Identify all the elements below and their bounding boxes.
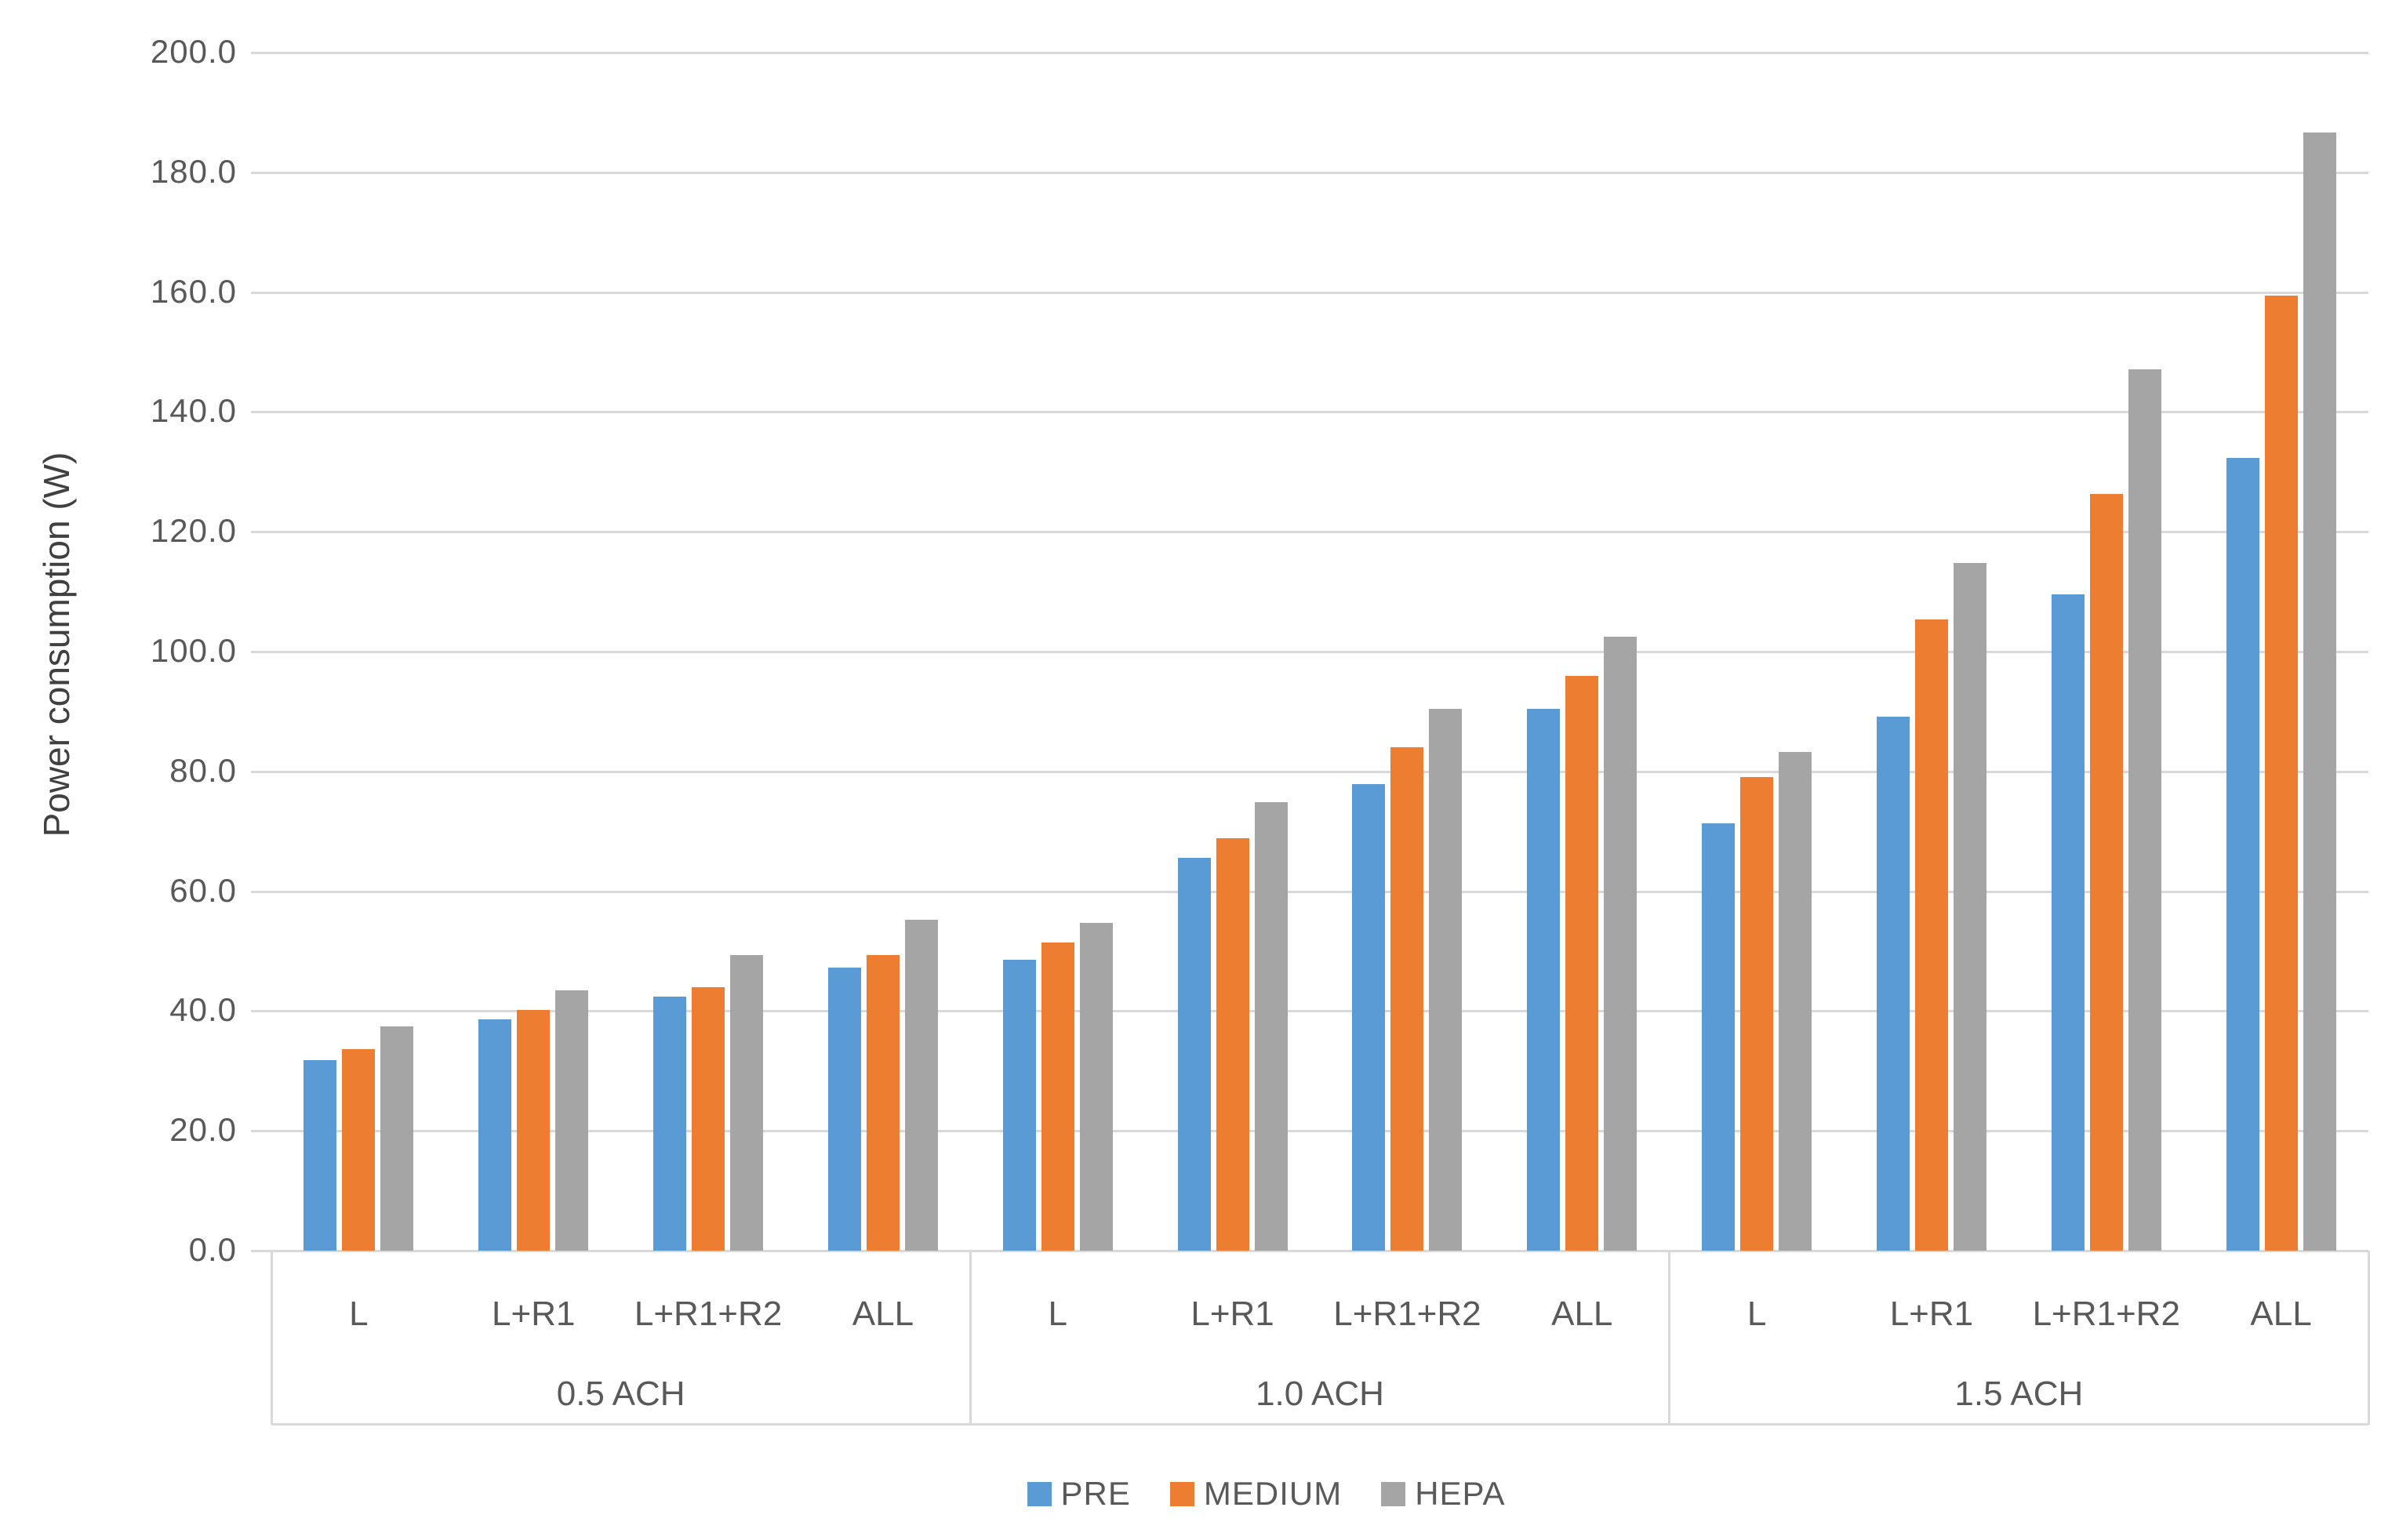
bar-pre-1-5-ach-l-r1-r2 [2051,594,2085,1251]
section-label-1-0-ach: 1.0 ACH [1256,1375,1384,1413]
gridline-140.0 [251,411,2368,414]
legend-swatch-pre [1027,1481,1052,1506]
y-tick-label-80.0: 80.0 [169,751,237,789]
bar-pre-0-5-ach-all [827,968,861,1251]
legend-item-pre: PRE [1027,1477,1131,1510]
legend-label-hepa: HEPA [1415,1475,1506,1512]
gridline-120.0 [251,531,2368,534]
legend-item-medium: MEDIUM [1169,1475,1343,1512]
category-label-1-5-ach-l-r1-r2: L+R1+R2 [2032,1295,2180,1333]
legend-item-hepa: HEPA [1381,1477,1505,1510]
axis-box-bottom-border [271,1423,2368,1426]
y-tick-label-100.0: 100.0 [150,632,237,669]
bar-hepa-1-5-ach-l-r1-r2 [2128,369,2161,1251]
bar-medium-1-5-ach-l-r1-r2 [2089,494,2123,1251]
gridline-100.0 [251,651,2368,653]
bar-medium-1-0-ach-l-r1 [1216,837,1249,1251]
y-tick-label-0.0: 0.0 [188,1231,237,1268]
bar-medium-0-5-ach-l-r1 [517,1009,551,1251]
category-label-1-0-ach-l: L [1048,1295,1067,1333]
category-label-0-5-ach-l: L [349,1295,369,1333]
gridline-200.0 [251,52,2368,54]
gridline-20.0 [251,1130,2368,1133]
axis-section-divider [270,1251,273,1425]
bar-pre-1-0-ach-l [1002,959,1036,1251]
bar-hepa-1-5-ach-l [1779,751,1812,1251]
bar-hepa-1-0-ach-l [1079,923,1113,1251]
gridline-0.0 [251,1250,2368,1252]
y-tick-label-140.0: 140.0 [150,392,237,430]
bar-hepa-1-0-ach-l-r1-r2 [1429,708,1463,1251]
category-label-0-5-ach-all: ALL [852,1295,914,1333]
legend-label-medium: MEDIUM [1203,1475,1343,1512]
legend-swatch-medium [1169,1481,1194,1506]
axis-section-divider [2367,1251,2370,1425]
bar-hepa-1-5-ach-all [2303,133,2336,1251]
bar-hepa-1-0-ach-l-r1 [1254,801,1288,1251]
y-tick-label-160.0: 160.0 [150,272,237,310]
bar-pre-1-5-ach-l-r1 [1876,716,1910,1251]
bar-pre-1-5-ach-all [2226,458,2259,1251]
section-label-1-5-ach: 1.5 ACH [1954,1375,2084,1413]
y-tick-label-120.0: 120.0 [150,512,237,550]
category-label-1-0-ach-all: ALL [1551,1295,1613,1333]
category-label-1-5-ach-l-r1: L+R1 [1889,1295,1974,1333]
bar-medium-1-5-ach-all [2264,296,2298,1251]
bar-medium-1-0-ach-all [1565,675,1599,1251]
gridline-60.0 [251,890,2368,893]
bar-medium-0-5-ach-all [866,954,900,1251]
bar-hepa-0-5-ach-l [380,1026,414,1251]
bar-hepa-1-0-ach-all [1604,636,1637,1251]
category-label-1-0-ach-l-r1: L+R1 [1190,1295,1274,1333]
y-tick-label-20.0: 20.0 [169,1111,237,1149]
bar-hepa-1-5-ach-l-r1 [1953,562,1986,1251]
axis-section-divider [1668,1251,1671,1425]
category-label-1-0-ach-l-r1-r2: L+R1+R2 [1333,1295,1481,1333]
bar-pre-1-0-ach-l-r1 [1177,857,1211,1251]
legend: PRE MEDIUM HEPA [1027,1477,1506,1510]
gridline-180.0 [251,171,2368,174]
y-tick-label-200.0: 200.0 [150,33,237,70]
bar-pre-0-5-ach-l-r1-r2 [653,997,687,1251]
legend-label-pre: PRE [1060,1475,1131,1512]
axis-section-divider [969,1251,972,1425]
bar-medium-1-5-ach-l-r1 [1914,619,1948,1251]
bar-hepa-0-5-ach-l-r1-r2 [730,954,764,1251]
bar-medium-1-0-ach-l [1041,942,1074,1251]
y-tick-label-60.0: 60.0 [169,871,237,909]
bar-medium-1-5-ach-l [1740,776,1774,1251]
bar-medium-1-0-ach-l-r1-r2 [1390,747,1424,1251]
bar-hepa-0-5-ach-all [904,919,938,1251]
bar-hepa-0-5-ach-l-r1 [555,990,589,1251]
legend-swatch-hepa [1381,1481,1406,1506]
bar-pre-1-5-ach-l [1702,823,1736,1251]
y-tick-label-180.0: 180.0 [150,152,237,190]
gridline-40.0 [251,1010,2368,1013]
category-label-1-5-ach-all: ALL [2250,1295,2312,1333]
bar-pre-0-5-ach-l [304,1060,337,1251]
category-label-0-5-ach-l-r1-r2: L+R1+R2 [634,1295,783,1333]
gridline-160.0 [251,291,2368,294]
plot-area [251,52,2368,1252]
bar-pre-1-0-ach-all [1527,708,1561,1251]
category-label-0-5-ach-l-r1: L+R1 [492,1295,576,1333]
category-label-1-5-ach-l: L [1747,1295,1767,1333]
gridline-80.0 [251,770,2368,773]
bar-pre-0-5-ach-l-r1 [478,1019,512,1251]
bar-pre-1-0-ach-l-r1-r2 [1352,783,1386,1251]
section-label-0-5-ach: 0.5 ACH [556,1375,685,1413]
y-tick-label-40.0: 40.0 [169,991,237,1029]
bar-medium-0-5-ach-l-r1-r2 [692,986,725,1251]
bar-medium-0-5-ach-l [342,1048,376,1251]
